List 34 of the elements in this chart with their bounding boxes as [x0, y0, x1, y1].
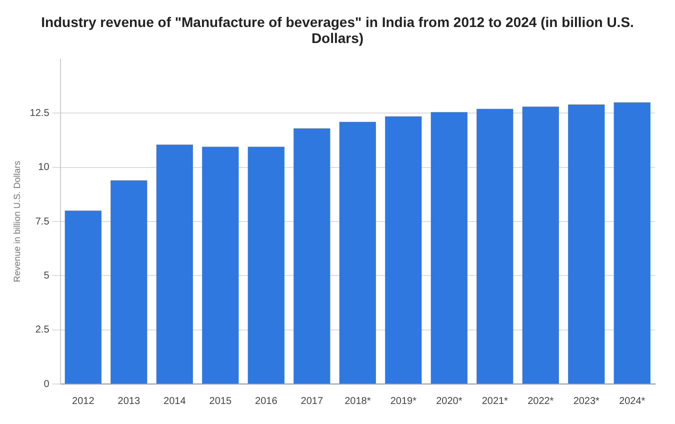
x-tick-label: 2022*	[528, 396, 554, 407]
bar	[614, 102, 650, 384]
bar	[248, 146, 284, 384]
bar	[156, 144, 193, 384]
x-tick-label: 2019*	[390, 396, 417, 407]
x-tick-label: 2023*	[573, 396, 600, 407]
bar	[522, 106, 559, 384]
x-tick-label: 2024*	[619, 396, 646, 407]
y-tick-label: 0	[44, 378, 50, 390]
x-tick-label: 2020*	[436, 396, 462, 407]
x-tick-label: 2021*	[482, 396, 508, 407]
x-tick-label: 2013	[118, 396, 140, 407]
bar	[568, 104, 605, 384]
bar	[294, 128, 330, 384]
bar	[430, 112, 468, 384]
y-tick-label: 5	[44, 270, 50, 282]
x-tick-label: 2016	[255, 396, 278, 407]
x-tick-label: 2014	[164, 396, 186, 407]
x-tick-label: 2015	[209, 396, 232, 407]
x-tick-label: 2017	[300, 396, 324, 407]
bar	[202, 146, 239, 384]
y-tick-label: 10	[38, 162, 50, 174]
bar	[385, 116, 422, 384]
bar	[476, 108, 514, 384]
y-tick-label: 7.5	[35, 216, 50, 228]
x-tick-label: 2018*	[344, 396, 371, 407]
y-tick-label: 12.5	[30, 108, 50, 119]
bar	[339, 122, 376, 384]
chart-title: Industry revenue of "Manufacture of beverages" in India from 2012 to 2024 (in billion U.S. Dollars)	[40, 13, 635, 48]
bar	[64, 210, 102, 384]
bar	[110, 180, 148, 384]
y-axis-title: Revenue in billion U.S. Dollars	[12, 160, 22, 282]
x-tick-label: 2012	[72, 396, 95, 407]
y-tick-label: 2.5	[35, 324, 50, 336]
